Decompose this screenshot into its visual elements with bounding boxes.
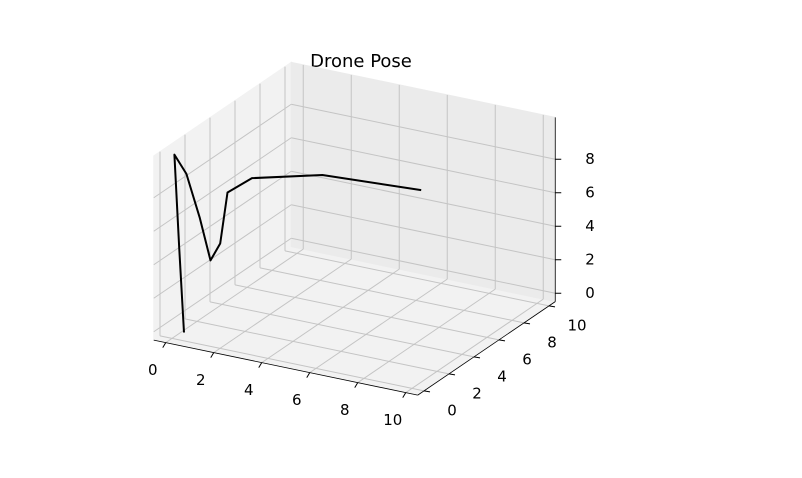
grid-line (261, 268, 400, 364)
y-tick-label: 4 (497, 367, 507, 385)
y-tick-label: 8 (547, 333, 557, 351)
grid-line (184, 318, 450, 375)
x-tick (258, 362, 263, 368)
x-tick-label: 0 (148, 361, 158, 379)
x-tick-label: 2 (196, 371, 206, 389)
grid-line (153, 204, 292, 299)
grid-line (259, 267, 525, 324)
trajectory-line (173, 153, 422, 333)
y-tick (423, 390, 431, 393)
x-tick-label: 4 (244, 381, 254, 399)
grid-line (309, 278, 448, 374)
y-axis-line (417, 301, 556, 396)
x-tick (306, 372, 311, 378)
y-tick-label: 0 (447, 401, 457, 419)
chart-title: Drone Pose (310, 51, 412, 72)
y-tick-label: 2 (472, 384, 482, 402)
x-tick (210, 352, 215, 358)
grid-line (153, 237, 292, 333)
z-tick-label: 0 (585, 284, 595, 302)
y-tick (498, 339, 506, 342)
grid-line (165, 248, 304, 344)
z-tick-label: 6 (585, 183, 595, 201)
x-axis-line (153, 339, 418, 396)
y-tick (548, 305, 556, 308)
z-tick-label: 4 (585, 217, 595, 235)
grid-line (291, 204, 556, 261)
grid-line (159, 335, 425, 392)
grid-line (153, 170, 292, 266)
grid-line (213, 258, 352, 354)
x-tick (354, 382, 359, 388)
grid-line (234, 284, 500, 341)
grid-line (284, 250, 550, 307)
grid-line (209, 301, 475, 358)
grid-line (405, 298, 544, 394)
z-tick-label: 8 (585, 150, 595, 168)
x-tick (162, 342, 167, 348)
z-tick-label: 2 (585, 250, 595, 268)
grid-line (291, 237, 556, 294)
grid-line (357, 288, 496, 384)
x-tick-label: 6 (292, 391, 302, 409)
y-tick-label: 10 (567, 316, 586, 334)
y-tick (473, 356, 481, 359)
x-tick-label: 8 (340, 401, 350, 419)
grid-line (291, 137, 556, 194)
grid-line (291, 170, 556, 227)
y-tick-label: 6 (522, 350, 532, 368)
x-tick (402, 392, 407, 398)
x-tick-label: 10 (383, 411, 402, 429)
grid-line (291, 103, 556, 160)
y-tick (523, 322, 531, 325)
y-tick (448, 373, 456, 376)
